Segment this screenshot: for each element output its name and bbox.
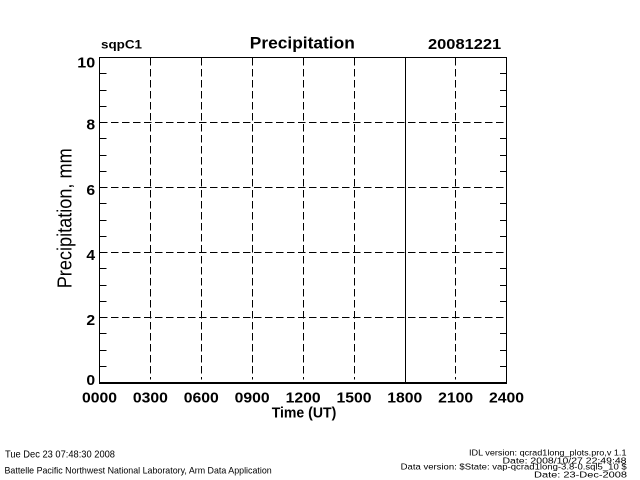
svg-text:Tue Dec 23 07:48:30 2008: Tue Dec 23 07:48:30 2008	[5, 450, 115, 461]
svg-text:Precipitation, mm: Precipitation, mm	[55, 148, 77, 288]
svg-text:4: 4	[86, 247, 95, 264]
svg-text:Date: 2008/10/27 22:49:48: Date: 2008/10/27 22:49:48	[503, 456, 627, 466]
svg-text:10: 10	[77, 54, 95, 71]
svg-text:0300: 0300	[133, 390, 168, 407]
svg-text:0000: 0000	[82, 390, 117, 407]
svg-text:0600: 0600	[184, 390, 219, 407]
svg-text:20081221: 20081221	[428, 36, 501, 53]
svg-text:sqpC1: sqpC1	[101, 37, 142, 51]
svg-text:2: 2	[86, 312, 95, 329]
svg-text:2400: 2400	[489, 390, 524, 407]
svg-text:IDL version: qcrad1long_plots.: IDL version: qcrad1long_plots.pro,v 1.1	[469, 448, 627, 458]
svg-text:Time (UT): Time (UT)	[272, 405, 337, 422]
svg-text:Date: 23-Dec-2008: Date: 23-Dec-2008	[534, 469, 627, 479]
svg-text:0900: 0900	[235, 390, 270, 407]
svg-text:1200: 1200	[286, 390, 321, 407]
svg-text:Precipitation: Precipitation	[250, 34, 355, 53]
svg-text:2100: 2100	[438, 390, 473, 407]
svg-text:Data version: $State: vap-qcra: Data version: $State: vap-qcrad1long-3.8…	[401, 461, 627, 471]
svg-text:8: 8	[86, 116, 95, 133]
svg-text:1800: 1800	[387, 390, 422, 407]
svg-text:Battelle Pacific Northwest Nat: Battelle Pacific Northwest National Labo…	[5, 465, 272, 476]
svg-text:1500: 1500	[337, 390, 372, 407]
svg-text:6: 6	[86, 182, 95, 199]
svg-text:0: 0	[86, 372, 95, 389]
